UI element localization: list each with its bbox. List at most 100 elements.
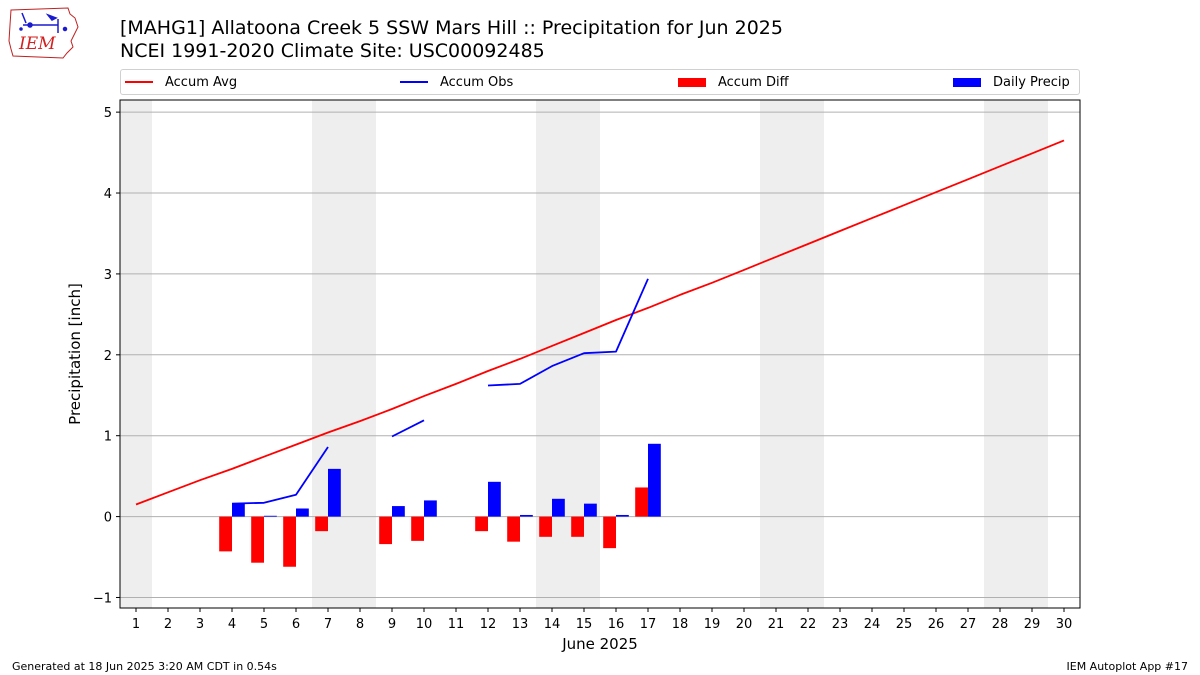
legend-item-daily-precip: Daily Precip xyxy=(953,70,1070,94)
x-tick-label: 12 xyxy=(480,617,497,632)
accum-diff-bar-day-15 xyxy=(571,516,584,537)
x-tick-label: 22 xyxy=(800,617,817,632)
daily-precip-bar-day-13 xyxy=(520,514,533,517)
legend-label-accum-obs: Accum Obs xyxy=(440,74,514,90)
weekend-band-8 xyxy=(344,100,376,608)
chart-subtitle: NCEI 1991-2020 Climate Site: USC00092485 xyxy=(120,40,545,62)
x-tick-label: 7 xyxy=(324,617,332,632)
legend-item-accum-avg: Accum Avg xyxy=(125,70,237,94)
plot-frame xyxy=(119,99,1081,609)
chart-legend: Accum Avg Accum Obs Accum Diff Daily Pre… xyxy=(120,69,1080,95)
accum-diff-bar-day-14 xyxy=(539,516,552,537)
daily-precip-bar-day-7 xyxy=(328,468,341,517)
accum-diff-bar-day-9 xyxy=(379,516,392,545)
x-axis-ticks: 1 2 3 4 5 6 7 8 9 10 11 12 13 14 15 16 17 18 19 20 21 22 23 24 2… xyxy=(132,608,1072,632)
daily-precip-bar-day-9 xyxy=(392,506,405,517)
accum-diff-bar-day-16 xyxy=(603,516,616,549)
chart-title: [MAHG1] Allatoona Creek 5 SSW Mars Hill … xyxy=(120,17,783,39)
x-tick-label: 23 xyxy=(832,617,849,632)
legend-label-accum-diff: Accum Diff xyxy=(718,74,789,90)
x-tick-label: 6 xyxy=(292,617,300,632)
iowa-outline-icon xyxy=(8,7,79,59)
x-tick-label: 1 xyxy=(132,617,140,632)
x-tick-label: 11 xyxy=(448,617,465,632)
x-tick-label: 14 xyxy=(544,617,561,632)
daily-precip-bar-day-6 xyxy=(296,508,309,517)
weekend-band-21 xyxy=(760,100,792,608)
x-tick-label: 27 xyxy=(960,617,977,632)
y-tick-label: 2 xyxy=(104,349,112,364)
y-tick-label: 4 xyxy=(104,187,112,202)
autoplot-app-id: IEM Autoplot App #17 xyxy=(1066,660,1189,673)
x-tick-label: 3 xyxy=(196,617,204,632)
weekend-band-7 xyxy=(312,100,344,608)
weekend-band-22 xyxy=(792,100,824,608)
accum-diff-bar-day-5 xyxy=(251,516,264,563)
weekend-band-1 xyxy=(120,100,152,608)
x-axis-label: June 2025 xyxy=(561,635,638,653)
x-tick-label: 25 xyxy=(896,617,913,632)
y-tick-label: −1 xyxy=(93,591,112,606)
y-tick-label: 5 xyxy=(104,106,112,121)
x-tick-label: 16 xyxy=(608,617,625,632)
y-axis-label: Precipitation [inch] xyxy=(66,283,84,425)
weekend-band-29 xyxy=(1016,100,1048,608)
legend-item-accum-obs: Accum Obs xyxy=(400,70,513,94)
accum-obs-line-segment-0 xyxy=(231,446,329,505)
weekend-band-28 xyxy=(984,100,1016,608)
bars xyxy=(219,443,661,567)
legend-label-daily-precip: Daily Precip xyxy=(993,74,1070,90)
accum-obs-line-segment-1 xyxy=(391,419,425,438)
logo-text: IEM xyxy=(18,34,56,54)
x-tick-label: 29 xyxy=(1024,617,1041,632)
legend-item-accum-diff: Accum Diff xyxy=(678,70,789,94)
x-tick-label: 4 xyxy=(228,617,236,632)
accum-diff-bar-day-6 xyxy=(283,516,296,567)
accum-diff-bar-day-12 xyxy=(475,516,488,532)
y-tick-label: 3 xyxy=(104,268,112,283)
x-tick-label: 18 xyxy=(672,617,689,632)
accum-diff-bar-day-13 xyxy=(507,516,520,542)
accum-diff-bar-day-10 xyxy=(411,516,424,541)
x-tick-label: 26 xyxy=(928,617,945,632)
x-tick-label: 2 xyxy=(164,617,172,632)
daily-precip-bar-day-12 xyxy=(488,481,501,517)
x-tick-label: 17 xyxy=(640,617,657,632)
generated-timestamp: Generated at 18 Jun 2025 3:20 AM CDT in … xyxy=(12,660,277,673)
daily-precip-bar-day-4 xyxy=(232,503,245,517)
x-tick-label: 9 xyxy=(388,617,396,632)
weather-station-icon xyxy=(19,12,68,33)
legend-swatch-accum-obs xyxy=(400,81,428,83)
x-tick-label: 20 xyxy=(736,617,753,632)
y-axis-ticks: −1 0 1 2 3 4 5 xyxy=(93,106,120,606)
legend-swatch-accum-avg xyxy=(125,81,153,83)
x-tick-label: 19 xyxy=(704,617,721,632)
daily-precip-bar-day-5 xyxy=(264,515,277,517)
daily-precip-bar-day-15 xyxy=(584,503,597,517)
x-tick-label: 13 xyxy=(512,617,529,632)
grid-lines xyxy=(120,111,1080,598)
x-tick-label: 21 xyxy=(768,617,785,632)
accum-diff-bar-day-7 xyxy=(315,516,328,532)
daily-precip-bar-day-14 xyxy=(552,498,565,517)
accum-obs-line-segment-2 xyxy=(487,278,649,387)
x-tick-label: 28 xyxy=(992,617,1009,632)
legend-label-accum-avg: Accum Avg xyxy=(165,74,238,90)
x-tick-label: 5 xyxy=(260,617,268,632)
x-tick-label: 8 xyxy=(356,617,364,632)
x-tick-label: 10 xyxy=(416,617,433,632)
x-tick-label: 30 xyxy=(1056,617,1073,632)
lines xyxy=(135,139,1065,506)
legend-swatch-daily-precip xyxy=(953,77,981,87)
iem-logo: IEM xyxy=(8,7,79,59)
accum-diff-bar-day-17 xyxy=(635,487,648,517)
x-tick-label: 24 xyxy=(864,617,881,632)
x-tick-label: 15 xyxy=(576,617,593,632)
y-tick-label: 1 xyxy=(104,430,112,445)
y-tick-label: 0 xyxy=(104,511,112,526)
legend-swatch-accum-diff xyxy=(678,77,706,87)
accum-avg-line-segment-0 xyxy=(135,139,1065,506)
daily-precip-bar-day-17 xyxy=(648,443,661,517)
daily-precip-bar-day-16 xyxy=(616,514,629,517)
